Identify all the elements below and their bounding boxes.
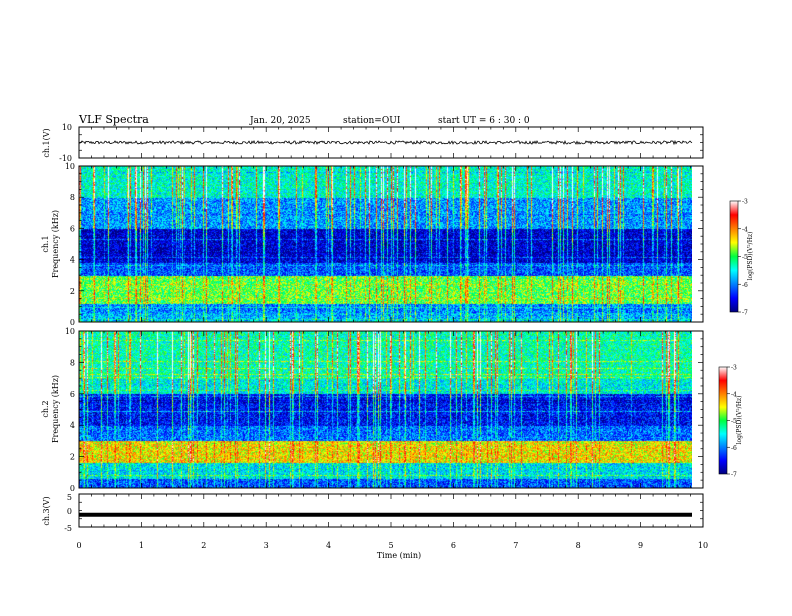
colorbar-tick-label: -7	[742, 310, 748, 317]
y-tick-label: 4	[70, 421, 75, 430]
y-tick-label: 6	[70, 224, 75, 233]
x-tick-label: 7	[513, 541, 518, 550]
ch1-spectrogram-image	[79, 166, 692, 322]
ch2-spectrogram-yticks: 0 2 4 6 8 10	[65, 327, 703, 493]
y-tick-label: 2	[70, 453, 75, 462]
colorbar-tick-label: -5	[731, 418, 737, 425]
ch2-colorbar-ticks: -3 -4 -5 -6 -7	[727, 365, 737, 479]
time-axis-ticks: 0 1 2 3 4 5 6 7 8 9 10	[76, 126, 708, 550]
x-tick-label: 9	[638, 541, 643, 550]
ch1-waveform-ylabel: ch.1(V)	[42, 128, 51, 157]
colorbar-tick-label: -5	[742, 254, 748, 261]
ch3-ytick-top: 5	[67, 493, 72, 502]
ch2-colorbar-bar	[718, 366, 728, 475]
figure-title: VLF Spectra	[78, 113, 149, 126]
ch2-spectrogram-ylabel-channel: ch.2	[41, 400, 50, 417]
colorbar-tick-label: -3	[742, 199, 748, 206]
x-tick-label: 5	[388, 541, 393, 550]
x-tick-label: 8	[576, 541, 581, 550]
y-tick-label: 2	[70, 287, 75, 296]
colorbar-tick-label: -4	[731, 391, 737, 398]
header-start-time: start UT = 6 : 30 : 0	[438, 116, 530, 126]
ch1-spectrogram-panel: 0 2 4 6 8 10 ch.1 Frequency (kHz)	[41, 162, 704, 327]
colorbar-tick-label: -7	[731, 472, 737, 479]
y-tick-label: 6	[70, 390, 75, 399]
ch1-spectrogram-ylabel-frequency: Frequency (kHz)	[51, 210, 60, 278]
colorbar-tick-label: -6	[731, 445, 737, 452]
ch1-spectrogram-ylabel-channel: ch.1	[41, 235, 50, 252]
ch2-spectrogram-ylabel-frequency: Frequency (kHz)	[51, 375, 60, 443]
ch1-colorbar-ticks: -3 -4 -5 -6 -7	[738, 199, 748, 317]
ch3-ytick-bottom: -5	[64, 524, 72, 533]
colorbar-tick-label: -6	[742, 282, 748, 289]
ch2-spectrogram-image	[79, 331, 692, 488]
y-tick-label: 4	[70, 256, 75, 265]
y-tick-label: 8	[70, 193, 75, 202]
x-tick-label: 4	[326, 541, 331, 550]
header-date: Jan. 20, 2025	[249, 116, 311, 126]
y-tick-label: 0	[70, 318, 75, 327]
ch1-colorbar-bar	[729, 200, 739, 313]
x-tick-label: 2	[201, 541, 206, 550]
x-tick-label: 6	[451, 541, 456, 550]
x-tick-label: 10	[698, 541, 708, 550]
ch2-colorbar-label: log(PSD)(V²/Hz)	[736, 396, 743, 445]
ch2-colorbar: -3 -4 -5 -6 -7 log(PSD)(V²/Hz)	[718, 365, 743, 479]
ch1-waveform-line	[78, 139, 693, 146]
ch3-ytick-mid: 0	[67, 507, 72, 516]
colorbar-tick-label: -4	[742, 226, 748, 233]
ch1-ytick-bottom: -10	[59, 154, 72, 163]
y-tick-label: 10	[65, 327, 75, 336]
time-axis-label: Time (min)	[377, 551, 421, 560]
x-tick-label: 0	[76, 541, 81, 550]
y-tick-label: 0	[70, 484, 75, 493]
ch1-spectrogram-yticks: 0 2 4 6 8 10	[65, 162, 703, 327]
ch1-colorbar: -3 -4 -5 -6 -7 log(PSD)(V²/Hz)	[729, 199, 754, 317]
ch1-ytick-top: 10	[62, 123, 72, 132]
colorbar-tick-label: -3	[731, 365, 737, 372]
ch3-waveform-ylabel: ch.3(V)	[42, 496, 51, 525]
ch2-spectrogram-panel: 0 2 4 6 8 10 ch.2 Frequency (kHz)	[41, 327, 704, 493]
y-tick-label: 10	[65, 162, 75, 171]
x-tick-label: 1	[139, 541, 144, 550]
ch1-colorbar-label: log(PSD)(V²/Hz)	[747, 232, 754, 281]
y-tick-label: 8	[70, 358, 75, 367]
x-tick-label: 3	[264, 541, 269, 550]
header-station: station=OUI	[343, 116, 401, 126]
